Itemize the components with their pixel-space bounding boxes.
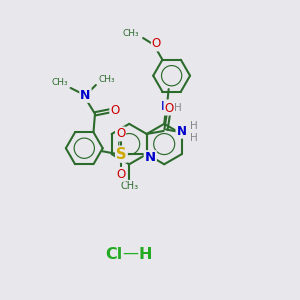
Text: N: N bbox=[176, 125, 187, 138]
Text: S: S bbox=[116, 147, 127, 162]
Text: H: H bbox=[174, 103, 182, 113]
Text: —: — bbox=[123, 246, 139, 261]
Text: N: N bbox=[161, 100, 171, 113]
Text: O: O bbox=[164, 102, 174, 115]
Text: N: N bbox=[80, 89, 91, 102]
Text: O: O bbox=[116, 128, 125, 140]
Text: CH₃: CH₃ bbox=[120, 181, 138, 191]
Text: N: N bbox=[145, 151, 156, 164]
Text: O: O bbox=[116, 168, 125, 181]
Text: H: H bbox=[190, 121, 197, 131]
Text: O: O bbox=[110, 104, 119, 117]
Text: O: O bbox=[152, 38, 161, 50]
Text: CH₃: CH₃ bbox=[122, 29, 139, 38]
Text: Cl: Cl bbox=[106, 247, 123, 262]
Text: CH₃: CH₃ bbox=[51, 78, 68, 87]
Text: H: H bbox=[190, 133, 197, 143]
Text: CH₃: CH₃ bbox=[99, 75, 116, 84]
Text: H: H bbox=[139, 247, 152, 262]
